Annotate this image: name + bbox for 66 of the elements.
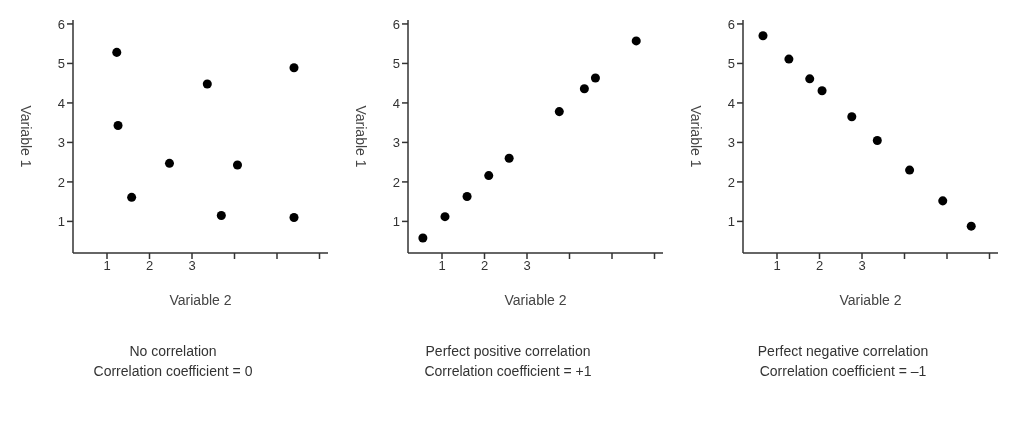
point [905,165,915,175]
point [554,107,564,117]
y-tick-label: 1 [392,214,400,230]
point [164,158,174,168]
x-tick-label: 2 [145,258,154,274]
y-tick-label: 1 [57,214,65,230]
point [112,47,122,57]
point [504,153,514,163]
x-tick-label: 2 [480,258,489,274]
y-tick-label: 5 [57,56,65,72]
point [631,36,641,46]
point [127,192,137,202]
y-tick-label: 5 [727,56,735,72]
point [817,86,827,96]
point [418,233,428,243]
point [289,212,299,222]
point [938,196,948,206]
point [440,212,450,222]
x-tick-label: 3 [858,258,866,274]
y-tick-label: 2 [727,174,735,190]
y-tick-label: 2 [57,174,65,190]
x-tick-label: 3 [188,258,196,274]
x-tick-label: 1 [438,258,446,274]
x-axis-title: Variable 2 [839,292,902,308]
point [872,135,882,145]
y-tick-label: 4 [727,95,735,111]
point [579,84,589,94]
text: Correlation coefficient = +1 [423,362,593,381]
point [784,54,794,64]
y-axis-title: Variable 1 [18,105,35,168]
point [202,79,212,89]
y-tick-label: 3 [727,135,735,151]
y-tick-label: 6 [727,16,735,32]
y-axis-title: Variable 1 [688,105,705,168]
x-axis-title: Variable 2 [169,292,232,308]
y-tick-label: 6 [392,16,400,32]
point [590,73,600,83]
point [758,31,768,41]
x-tick-label: 3 [523,258,531,274]
y-tick-label: 4 [57,95,65,111]
point [216,210,226,220]
y-tick-label: 3 [57,135,65,151]
text: Perfect negative correlation [756,342,930,361]
point [113,120,123,130]
y-axis-title: Variable 1 [353,105,370,168]
point [484,171,494,181]
x-tick-label: 1 [773,258,781,274]
point [805,74,815,84]
y-tick-label: 6 [57,16,65,32]
point [232,160,242,170]
point [847,112,857,122]
x-tick-label: 2 [815,258,824,274]
text: Correlation coefficient = –1 [758,362,928,381]
y-tick-label: 3 [392,135,400,151]
point [289,63,299,73]
point [462,192,472,202]
y-tick-label: 5 [392,56,400,72]
point [966,221,976,231]
text: No correlation [128,342,218,361]
y-tick-label: 2 [392,174,400,190]
y-tick-label: 1 [727,214,735,230]
x-tick-label: 1 [103,258,111,274]
text: Perfect positive correlation [424,342,592,361]
x-axis-title: Variable 2 [504,292,567,308]
text: Correlation coefficient = 0 [92,362,254,381]
y-tick-label: 4 [392,95,400,111]
